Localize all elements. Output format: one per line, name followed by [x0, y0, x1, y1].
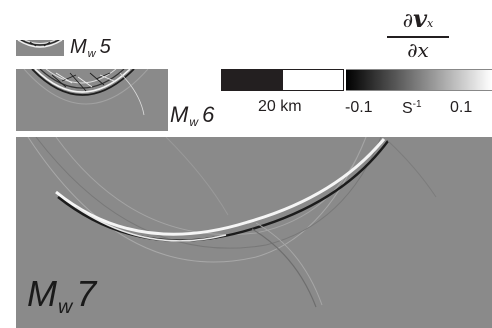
colorbar-unit-label: S-1 [402, 99, 422, 117]
mw7-panel [16, 137, 492, 328]
colorbar-max-label: 0.1 [450, 99, 473, 116]
derivative-numerator: ∂vx [402, 4, 434, 33]
scale-bar-white-segment [282, 70, 343, 90]
scale-bar [221, 69, 344, 91]
mw6-panel [16, 69, 168, 131]
mw5-panel [16, 40, 64, 56]
colorbar-min-label: -0.1 [345, 99, 373, 116]
colorbar-quantity-label: ∂vx ∂x [383, 2, 453, 62]
fraction-bar [387, 36, 449, 38]
mw7-label: Mw 7 [27, 273, 97, 318]
scale-bar-label: 20 km [258, 98, 302, 115]
scale-bar-black-segment [222, 70, 283, 90]
mw6-label: Mw 6 [170, 102, 215, 130]
derivative-denominator: ∂x [407, 38, 429, 62]
mw5-label: Mw 5 [70, 36, 111, 60]
colorbar [346, 69, 492, 91]
